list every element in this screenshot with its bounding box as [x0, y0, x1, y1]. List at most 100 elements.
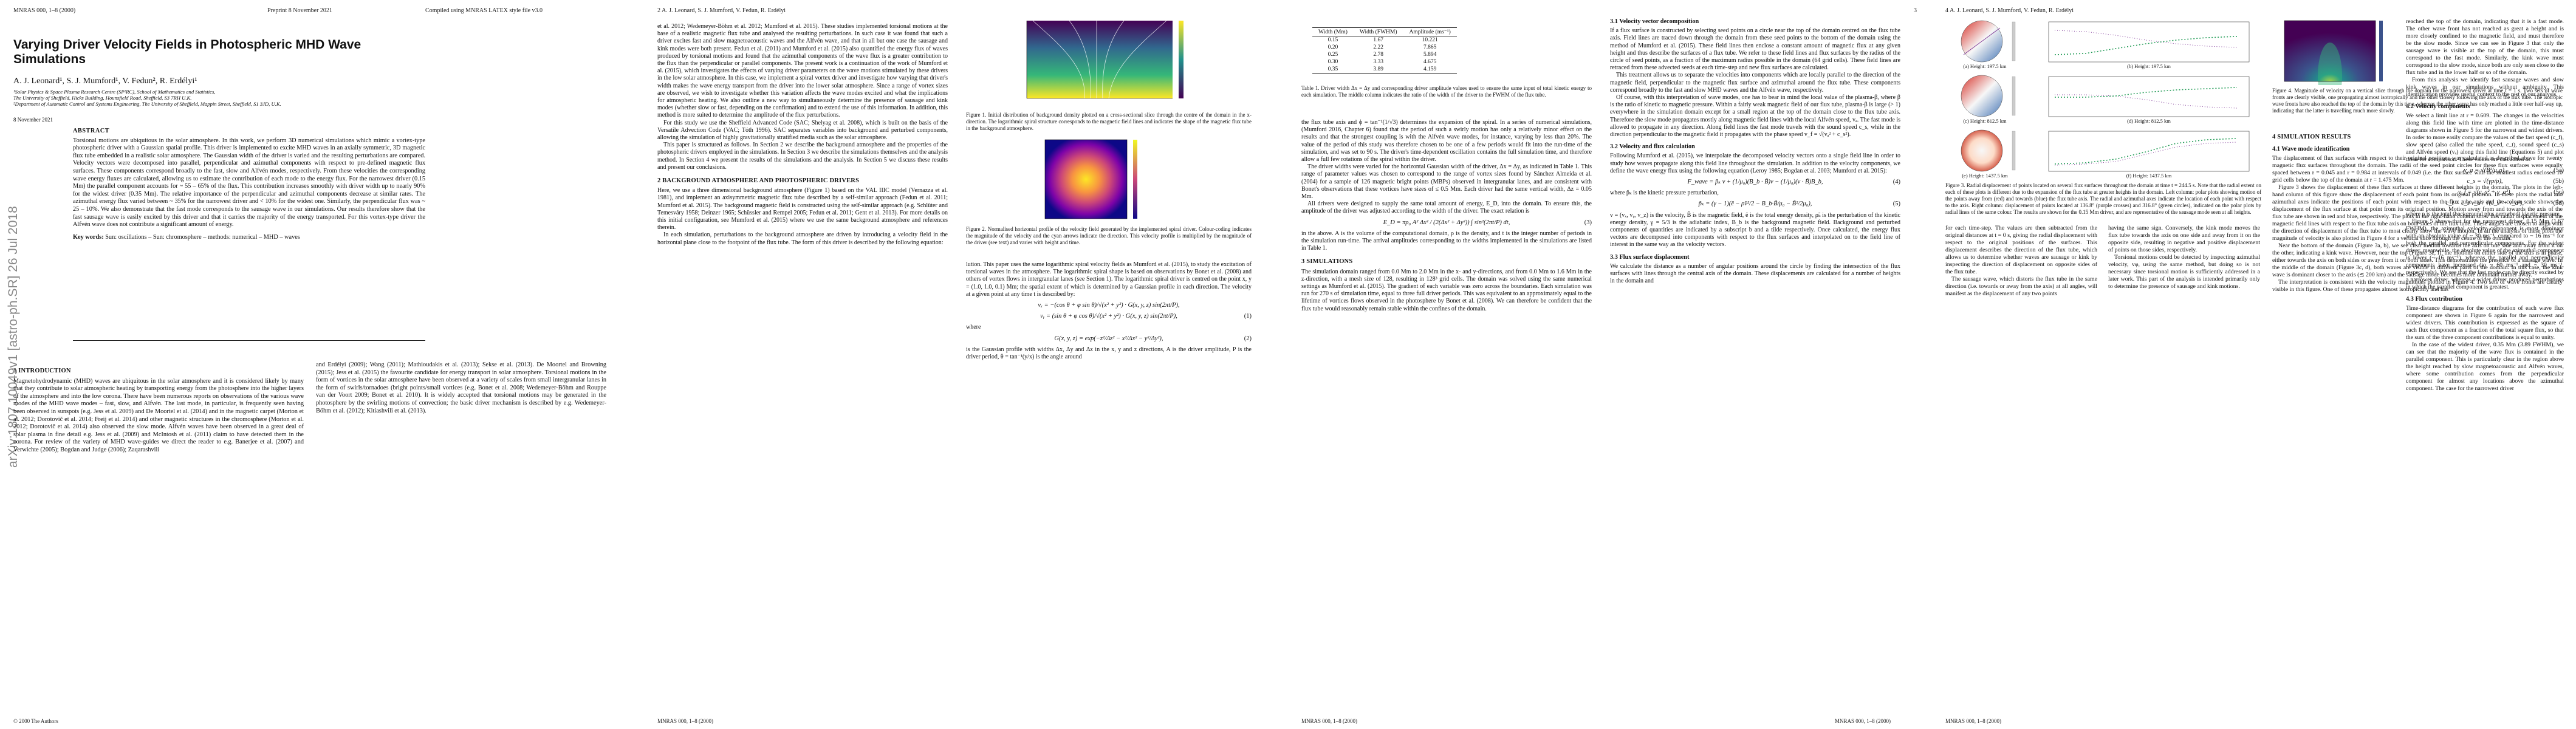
p4-left-column-a: for each time-step. The values are then … — [1945, 225, 2097, 298]
equation-5a: v_a = √(B²/μ₀ρ), (5a) — [2464, 167, 2564, 174]
p4-paragraph-14: Time-distance diagrams for the contribut… — [2406, 305, 2564, 341]
subfigure-d-label: (d) Height: 812.5 km — [2127, 118, 2171, 124]
p3-paragraph-5: The simulation domain ranged from 0.0 Mm… — [1301, 268, 1592, 312]
equation-3-number: (3) — [1584, 219, 1592, 226]
author-list: A. J. Leonard¹, S. J. Mumford¹, V. Fedun… — [13, 77, 197, 86]
p4-paragraph-5: The displacement of flux surfaces with r… — [2272, 155, 2563, 183]
abstract-text: Torsional motions are ubiquitous in the … — [73, 137, 425, 228]
table-1-caption: Table 1. Driver width Δx = Δy and corres… — [1301, 85, 1592, 98]
footer-journal: MNRAS 000, 1–8 (2000) — [1945, 718, 2002, 724]
p4-right-column: reached the top of the domain, indicatin… — [2406, 18, 2564, 392]
header-page-number: 3 — [1914, 7, 1917, 14]
table-header-cell: Width (FWHM) — [1359, 29, 1397, 35]
figure-4-plot — [2284, 20, 2383, 109]
p3-paragraph-7: This treatment allows us to separate the… — [1610, 72, 1900, 94]
page-1: MNRAS 000, 1–8 (2000) Preprint 8 Novembe… — [0, 0, 644, 729]
equation-5d: c_t = c_s v_a / √(c_s² + v_a²), (5d) — [2445, 200, 2564, 207]
figure-2-caption: Figure 2. Normalised horizontal profile … — [966, 226, 1252, 245]
abstract: ABSTRACT Torsional motions are ubiquitou… — [73, 128, 425, 241]
p2-paragraph-2: For this study we use the Sheffield Adva… — [657, 119, 948, 142]
table-1: Width (Mm) Width (FWHM) Amplitude (ms⁻¹)… — [1312, 27, 1457, 74]
p4-paragraph-6: Figure 3 shows the displacement of these… — [2272, 184, 2563, 242]
figure-1-caption: Figure 1. Initial distribution of backgr… — [966, 112, 1252, 131]
p4-paragraph-12: where p is the total (background plus pe… — [2406, 211, 2561, 217]
section-3-2-heading: 3.2 Velocity and flux calculation — [1610, 143, 1695, 151]
section-3-3-heading: 3.3 Flux surface displacement — [1610, 253, 1690, 261]
line-plot-b — [2048, 21, 2250, 63]
keywords: Key words: Sun: oscillations – Sun: chro… — [73, 234, 425, 242]
p3-right-column: 3.1 Velocity vector decomposition If a f… — [1610, 18, 1900, 286]
table-row: 0.20 2.22 7.865 — [1312, 44, 1457, 51]
equation-5a-number: (5a) — [2554, 167, 2564, 174]
equation-5d-number: (5d) — [2553, 200, 2564, 207]
polar-plot-c — [1961, 75, 2003, 117]
table-header-row: Width (Mm) Width (FWHM) Amplitude (ms⁻¹) — [1312, 27, 1457, 36]
figure-4-velocity-slice — [2272, 18, 2394, 109]
p3-left-column: the flux tube axis and ϕ = tan⁻¹(1/√3) d… — [1301, 119, 1592, 313]
footer-journal-right: MNRAS 000, 1–8 (2000) — [1835, 718, 1891, 724]
table-cell: 0.30 — [1327, 59, 1338, 65]
subfigure-b-label: (b) Height: 197.5 km — [2127, 63, 2171, 69]
section-3-heading: 3 SIMULATIONS — [1301, 258, 1353, 265]
p2-paragraph-6: lution. This paper uses the same logarit… — [966, 261, 1252, 298]
table-cell: 3.89 — [1373, 66, 1384, 72]
table-row: 0.30 3.33 4.675 — [1312, 58, 1457, 66]
p3-paragraph-3: All drivers were designed to supply the … — [1301, 200, 1592, 215]
p2-paragraph-7: is the Gaussian profile with widths Δx, … — [966, 346, 1252, 361]
affiliation-1: ¹Solar Physics & Space Plasma Research C… — [13, 89, 216, 95]
figure-1-density-slice — [966, 18, 1252, 109]
header-preprint: Preprint 8 November 2021 — [267, 7, 332, 14]
p3-paragraph-9: Following Mumford et al. (2015), we inte… — [1610, 152, 1900, 174]
intro-paragraph-1: Magnetohydrodynamic (MHD) waves are ubiq… — [13, 377, 304, 453]
equation-2: G(x, y, z) = exp(−z²/Δz² − x²/Δx² − y²/Δ… — [1054, 335, 1252, 342]
p3-paragraph-4: in the above. A is the volume of the com… — [1301, 230, 1592, 252]
table-cell: 7.865 — [1423, 44, 1437, 50]
subfigure-e-label: (e) Height: 1437.5 km — [1962, 173, 2008, 179]
figure-3-caption: Figure 3. Radial displacement of points … — [1945, 182, 2261, 215]
table-cell: 4.675 — [1423, 59, 1437, 65]
abstract-rule — [73, 340, 425, 341]
equation-3: E_D = πρ₀ A² Δx² / (2(Δx² + Δy²)) ∫ sin²… — [1383, 219, 1592, 226]
page-3: 3 Width (Mm) Width (FWHM) Amplitude (ms⁻… — [1288, 0, 1932, 729]
date-line: 8 November 2021 — [13, 117, 53, 123]
equation-2-number: (2) — [1244, 335, 1252, 342]
p3-paragraph-6: If a flux surface is constructed by sele… — [1610, 27, 1900, 72]
header-running-title: 4 A. J. Leonard, S. J. Mumford, V. Fedun… — [1945, 7, 2074, 14]
p3-paragraph-1: the flux tube axis and ϕ = tan⁻¹(1/√3) d… — [1301, 119, 1592, 163]
p4-paragraph-9: reached the top of the domain, indicatin… — [2406, 18, 2564, 76]
header-running-title: 2 A. J. Leonard, S. J. Mumford, V. Fedun… — [657, 7, 786, 14]
section-4-3-heading: 4.3 Flux contribution — [2406, 296, 2462, 303]
line-plot-d — [2048, 76, 2250, 117]
p4-paragraph-13: Figure 5 shows that for the narrowest dr… — [2406, 218, 2564, 290]
equation-1b: vᵧ = (sin θ + φ cos θ)/√(x² + y²) · G(x,… — [1040, 313, 1252, 320]
p2-right-column: lution. This paper uses the same logarit… — [966, 261, 1252, 361]
table-row: 0.15 1.67 10.221 — [1312, 36, 1457, 44]
figure-1-plot — [1026, 20, 1184, 99]
p4-paragraph-4: Torsional motions could be detected by i… — [2108, 254, 2260, 290]
figure-3-plots — [1961, 20, 2250, 172]
equation-5b-number: (5b) — [2553, 178, 2564, 185]
table-cell: 5.894 — [1423, 52, 1437, 58]
page-4: 4 A. J. Leonard, S. J. Mumford, V. Fedun… — [1932, 0, 2576, 729]
section-4-1-heading: 4.1 Wave mode identification — [2272, 146, 2350, 152]
subfigure-c-label: (c) Height: 812.5 km — [1963, 118, 2007, 124]
section-4-2-heading: 4.2 Velocity components — [2406, 103, 2470, 110]
p4-paragraph-10: From this analysis we identify fast saus… — [2406, 77, 2564, 98]
table-cell: 4.159 — [1423, 66, 1437, 72]
p2-paragraph-4: Here, we use a three dimensional backgro… — [657, 187, 948, 231]
abstract-heading: ABSTRACT — [73, 128, 110, 134]
table-cell: 2.22 — [1373, 44, 1384, 50]
equation-1-number: (1) — [1244, 313, 1252, 320]
equation-5b: c_s = √(γp/ρ), (5b) — [2467, 178, 2564, 185]
table-cell: 0.35 — [1327, 66, 1338, 72]
affiliations: ¹Solar Physics & Space Plasma Research C… — [13, 89, 475, 107]
equation-4-number: (4) — [1893, 179, 1900, 186]
equation-5c-number: (5c) — [2554, 189, 2564, 196]
figure-2-plot — [1044, 139, 1137, 219]
p4-middle-column: 4 SIMULATION RESULTS 4.1 Wave mode ident… — [2272, 128, 2563, 293]
table-cell: 2.78 — [1373, 52, 1384, 58]
equation-4: F_wave = p̃ₖ v + (1/μ₀)(B_b · B̃)v − (1/… — [1687, 179, 1900, 186]
equation-5-number: (5) — [1893, 200, 1900, 208]
keywords-text: Sun: oscillations – Sun: chromosphere – … — [105, 233, 300, 241]
p3-where: where p̃ₖ is the kinetic pressure pertur… — [1610, 190, 1719, 197]
